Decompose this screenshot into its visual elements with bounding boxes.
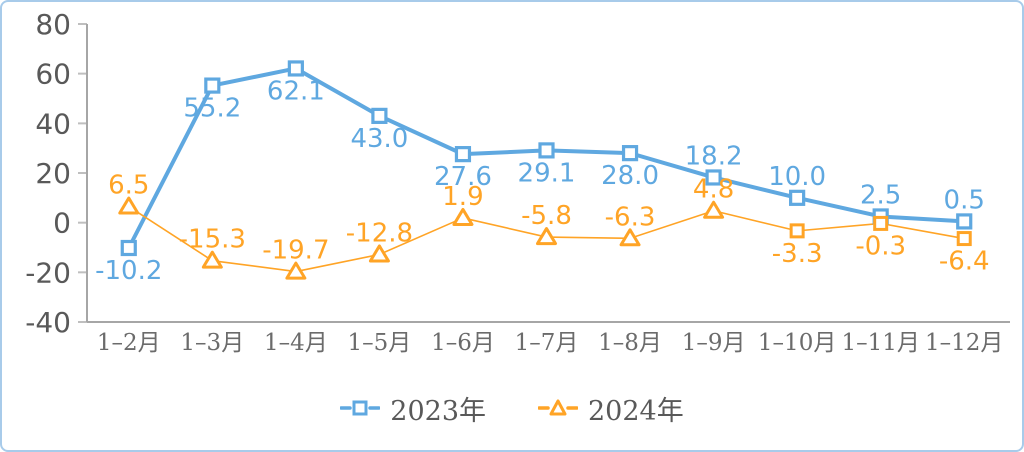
data-label: 18.2 [685, 141, 743, 171]
legend-square-marker [352, 400, 368, 416]
data-label: 28.0 [601, 161, 659, 191]
legend-item-2024: 2024年 [538, 389, 684, 428]
legend-item-2023: 2023年 [340, 389, 486, 428]
data-label: 27.6 [434, 162, 492, 192]
legend-marker-2023-square-icon [340, 400, 381, 416]
data-label: 62.1 [267, 76, 325, 106]
y-axis-label: 0 [53, 207, 71, 240]
data-point-marker-square [621, 145, 639, 162]
data-point-marker-square [873, 215, 889, 231]
data-point-marker-triangle [368, 244, 390, 263]
data-point-marker-square [454, 146, 472, 163]
data-label: 4.8 [693, 175, 734, 205]
data-label: 0.5 [944, 185, 985, 215]
data-point-marker-square [956, 231, 972, 247]
data-label: 43.0 [350, 124, 408, 154]
x-axis-label: 1–8月 [598, 330, 662, 356]
x-axis-label: 1–3月 [180, 330, 244, 356]
data-point-marker-square [789, 223, 805, 239]
legend-label-2023: 2023年 [390, 395, 486, 427]
legend-marker-2024-triangle-icon [538, 399, 578, 416]
y-axis-label: 20 [35, 157, 71, 190]
data-label: 29.1 [518, 158, 576, 188]
data-label: 10.0 [768, 162, 826, 192]
data-label: -6.3 [605, 202, 656, 232]
data-point-marker-triangle [703, 200, 725, 219]
data-label: 2.5 [860, 180, 901, 210]
y-axis-label: -40 [25, 306, 71, 339]
data-label: 1.9 [442, 182, 483, 212]
x-axis-label: 1–6月 [431, 330, 495, 356]
data-point-marker-square [956, 213, 973, 230]
x-axis-label: 1–11月 [841, 330, 919, 356]
x-axis-label: 1–2月 [97, 330, 161, 356]
data-label: -3.3 [772, 239, 823, 269]
data-label: -6.4 [939, 247, 990, 277]
x-axis-label: 1–4月 [264, 330, 328, 356]
data-label: -19.7 [262, 236, 329, 266]
data-label: -10.2 [95, 256, 162, 286]
x-axis-label: 1–5月 [348, 330, 412, 356]
legend-triangle-marker [549, 399, 567, 416]
data-label: -0.3 [855, 231, 906, 261]
data-label: -12.8 [346, 218, 413, 248]
x-axis-label: 1–9月 [682, 330, 746, 356]
y-axis-label: 40 [35, 107, 71, 140]
x-axis-label: 1–7月 [515, 330, 579, 356]
data-point-marker-triangle [619, 228, 641, 247]
legend: 2023年 2024年 [2, 382, 1022, 434]
x-axis-label: 1–10月 [758, 330, 836, 356]
data-point-marker-square [287, 60, 304, 77]
data-label: -5.8 [521, 201, 572, 231]
data-point-marker-triangle [536, 227, 557, 246]
data-point-marker-triangle [201, 250, 223, 269]
data-point-marker-square [789, 189, 806, 206]
data-point-marker-triangle [118, 196, 140, 215]
data-point-marker-square [538, 142, 555, 159]
data-label: 55.2 [183, 94, 241, 124]
legend-label-2024: 2024年 [588, 395, 684, 427]
data-point-marker-triangle [285, 261, 307, 280]
data-point-marker-square [204, 77, 221, 94]
x-axis-label: 1–12月 [925, 330, 1003, 356]
data-point-marker-square [705, 169, 722, 186]
data-point-marker-triangle [452, 207, 474, 226]
data-point-marker-square [120, 239, 137, 257]
data-point-marker-square [371, 107, 388, 124]
data-label: 6.5 [108, 171, 149, 201]
line-chart: -40 -20 0 20 40 60 80 1–2月 1–3月 1–4月 1–5月 1–6月 1–7月 1… [25, 8, 1010, 356]
y-axis-label: 80 [35, 8, 71, 41]
data-label: -15.3 [179, 225, 246, 255]
y-axis-label: -20 [25, 256, 71, 289]
y-axis-label: 60 [35, 58, 71, 91]
